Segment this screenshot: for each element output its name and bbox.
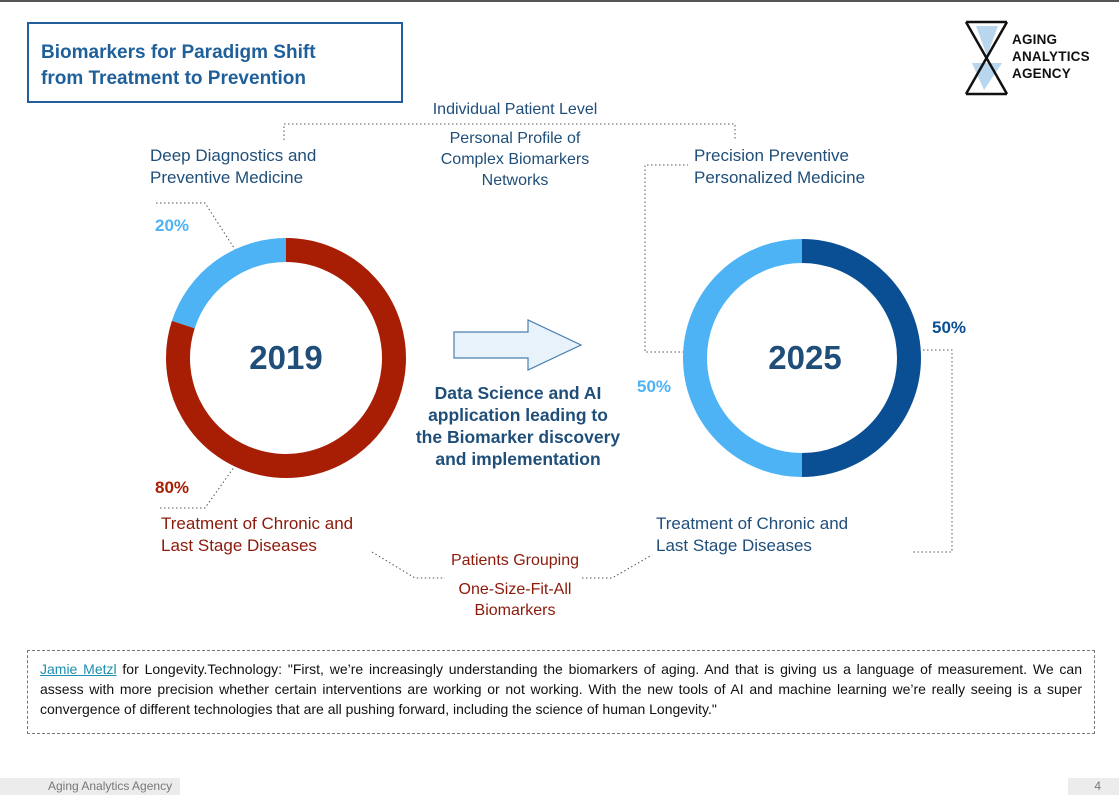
leader-80-left bbox=[160, 448, 248, 509]
leader-50-left bbox=[644, 164, 696, 353]
treatment-left-label: Treatment of Chronic and Last Stage Dise… bbox=[161, 514, 354, 555]
one-size-label: One-Size-Fit-All Biomarkers bbox=[458, 581, 572, 619]
pct-2025-preventive: 50% bbox=[637, 377, 672, 396]
treatment-right-label: Treatment of Chronic and Last Stage Dise… bbox=[656, 514, 849, 555]
donut-2019 bbox=[166, 238, 406, 478]
right-arrow-icon bbox=[453, 319, 583, 371]
top-bracket-line bbox=[283, 123, 736, 140]
donut-2025 bbox=[683, 239, 921, 477]
quote-text: for Longevity.Technology: "First, we’re … bbox=[40, 661, 1082, 717]
year-2019: 2019 bbox=[249, 339, 322, 376]
donut-slice-2025-0 bbox=[683, 239, 803, 477]
page-title: Biomarkers for Paradigm Shift from Treat… bbox=[41, 42, 316, 89]
title-box: Biomarkers for Paradigm Shift from Treat… bbox=[27, 22, 403, 103]
personal-profile-label: Personal Profile of Complex Biomarkers N… bbox=[440, 130, 590, 189]
deep-diagnostics-label: Deep Diagnostics and Preventive Medicine bbox=[150, 146, 317, 187]
pct-2025-treatment: 50% bbox=[932, 318, 967, 337]
year-2025: 2025 bbox=[768, 339, 841, 376]
leader-20 bbox=[156, 202, 248, 269]
logo-text: AGING ANALYTICS AGENCY bbox=[1012, 32, 1090, 81]
precision-preventive-label: Precision Preventive Personalized Medici… bbox=[694, 146, 866, 187]
patients-grouping-label: Patients Grouping bbox=[450, 552, 580, 569]
individual-level-label: Individual Patient Level bbox=[432, 101, 598, 118]
pct-2019-treatment: 80% bbox=[155, 478, 190, 497]
pct-2019-preventive: 20% bbox=[155, 216, 190, 235]
data-science-label: Data Science and AI application leading … bbox=[415, 383, 621, 469]
hourglass-icon bbox=[964, 20, 1009, 96]
quote-box: Jamie Metzl for Longevity.Technology: "F… bbox=[27, 650, 1095, 734]
footer-agency: Aging Analytics Agency bbox=[0, 778, 180, 795]
donut-slice-2025-1 bbox=[801, 239, 921, 477]
donut-slice-2019-1 bbox=[166, 238, 406, 478]
top-rule bbox=[0, 0, 1119, 2]
bottom-bracket-line bbox=[371, 551, 445, 579]
author-link[interactable]: Jamie Metzl bbox=[40, 661, 117, 677]
page-number: 4 bbox=[1068, 778, 1119, 795]
donut-slice-2019-0 bbox=[171, 238, 287, 329]
bottom-bracket-line-right bbox=[582, 554, 653, 579]
